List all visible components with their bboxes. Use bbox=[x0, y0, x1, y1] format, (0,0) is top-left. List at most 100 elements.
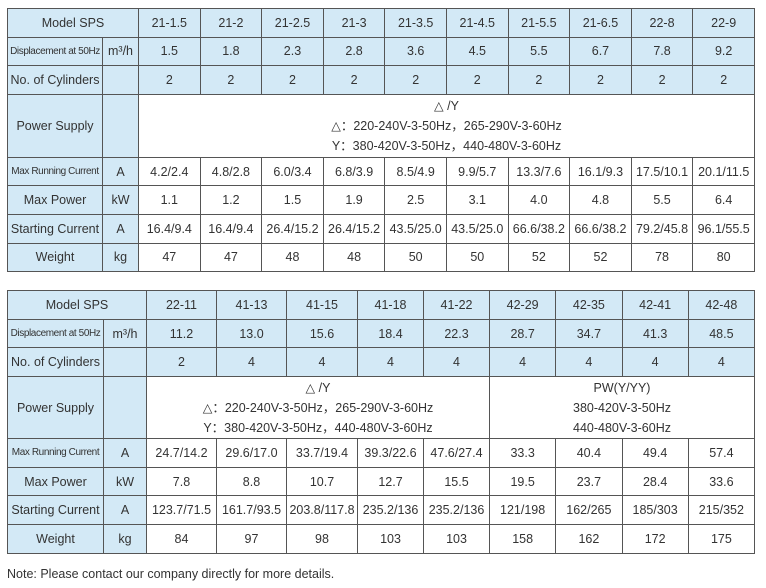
row-max_power: Max Power kW 1.1 1.2 1.5 1.9 2.5 3.1 4.0 4.8 5.5 6.… bbox=[7, 185, 755, 215]
value-cell: 66.6/38.2 bbox=[507, 213, 571, 244]
row-starting_current: Starting Current A 16.4/9.4 16.4/9.4 26.4/15… bbox=[7, 213, 755, 244]
value-cell: 172 bbox=[621, 524, 689, 554]
value-cell: 2 bbox=[507, 65, 571, 95]
value-cell: 2.8 bbox=[322, 36, 386, 67]
value-cell: 2.3 bbox=[261, 36, 324, 67]
value-cell: 158 bbox=[488, 524, 557, 554]
row-label: No. of Cylinders bbox=[7, 347, 104, 378]
unit-label: A bbox=[102, 156, 139, 187]
power-supply-cell: △ /Y △：220-240V-3-50Hz，265-290V-3-60Hz Y：3… bbox=[138, 93, 755, 158]
value-cell: 79.2/45.8 bbox=[630, 213, 694, 244]
value-cell: 50 bbox=[384, 242, 447, 273]
value-cell: 52 bbox=[507, 242, 571, 273]
value-cell: 96.1/55.5 bbox=[692, 213, 755, 244]
spec-table-2: Model SPS 22-11 41-13 41-15 41-18 41-22 42-29 4… bbox=[7, 290, 756, 554]
value-cell: 21-2 bbox=[199, 8, 263, 38]
value-cell: 15.5 bbox=[423, 466, 490, 497]
row-power_supply: Power Supply △ /Y △：220-240V-3-50Hz，265-29… bbox=[7, 93, 755, 158]
row-label: Starting Current bbox=[7, 495, 104, 526]
row-label: Weight bbox=[7, 242, 103, 273]
value-cell: 103 bbox=[357, 524, 424, 554]
unit-label: kg bbox=[103, 524, 147, 554]
value-cell: 235.2/136 bbox=[423, 495, 490, 526]
row-label: Model SPS bbox=[7, 290, 147, 320]
value-cell: 2 bbox=[384, 65, 447, 95]
value-cell: 2 bbox=[569, 65, 632, 95]
row-starting_current: Starting Current A 123.7/71.5 161.7/93.5 203… bbox=[7, 495, 756, 526]
value-cell: 4.8/2.8 bbox=[199, 156, 263, 187]
power-supply-line: Y：380-420V-3-50Hz，440-480V-3-60Hz bbox=[203, 420, 433, 435]
unit-label bbox=[102, 93, 139, 158]
value-cell: 42-29 bbox=[488, 290, 557, 320]
value-cell: 4.0 bbox=[507, 185, 571, 215]
value-cell: 22-8 bbox=[630, 8, 694, 38]
value-cell: 28.7 bbox=[488, 318, 557, 349]
row-label: Displacement at 50Hz bbox=[7, 318, 104, 349]
value-cell: 11.2 bbox=[146, 318, 217, 349]
value-cell: 41-15 bbox=[286, 290, 358, 320]
value-cell: 40.4 bbox=[555, 438, 623, 468]
row-weight: Weight kg 47 47 48 48 50 50 52 52 78 80 bbox=[7, 242, 755, 273]
value-cell: 39.3/22.6 bbox=[357, 438, 424, 468]
value-cell: 19.5 bbox=[488, 466, 557, 497]
value-cell: 66.6/38.2 bbox=[569, 213, 632, 244]
value-cell: 2.5 bbox=[384, 185, 447, 215]
power-supply-line: Y：380-420V-3-50Hz，440-480V-3-60Hz bbox=[331, 138, 562, 153]
value-cell: 41-22 bbox=[423, 290, 490, 320]
value-cell: 123.7/71.5 bbox=[146, 495, 217, 526]
value-cell: 6.4 bbox=[692, 185, 755, 215]
row-cylinders: No. of Cylinders 2 4 4 4 4 4 4 4 4 bbox=[7, 347, 756, 378]
value-cell: 17.5/10.1 bbox=[630, 156, 694, 187]
value-cell: 7.8 bbox=[146, 466, 217, 497]
value-cell: 162/265 bbox=[555, 495, 623, 526]
value-cell: 16.4/9.4 bbox=[199, 213, 263, 244]
spec-table-1: Model SPS 21-1.5 21-2 21-2.5 21-3 21-3.5 21-4.… bbox=[7, 8, 755, 273]
value-cell: 97 bbox=[216, 524, 287, 554]
row-label: Model SPS bbox=[7, 8, 139, 38]
value-cell: 4 bbox=[687, 347, 756, 378]
value-cell: 21-3.5 bbox=[384, 8, 447, 38]
value-cell: 5.5 bbox=[630, 185, 694, 215]
value-cell: 23.7 bbox=[555, 466, 623, 497]
value-cell: 13.3/7.6 bbox=[507, 156, 571, 187]
value-cell: 215/352 bbox=[687, 495, 756, 526]
value-cell: 2 bbox=[445, 65, 509, 95]
value-cell: 3.6 bbox=[384, 36, 447, 67]
value-cell: 42-48 bbox=[687, 290, 756, 320]
value-cell: 13.0 bbox=[216, 318, 287, 349]
value-cell: 6.8/3.9 bbox=[322, 156, 386, 187]
unit-label: m³/h bbox=[102, 36, 139, 67]
value-cell: 21-4.5 bbox=[445, 8, 509, 38]
row-weight: Weight kg 84 97 98 103 103 158 162 172 175 bbox=[7, 524, 756, 554]
value-cell: 26.4/15.2 bbox=[322, 213, 386, 244]
row-model: Model SPS 22-11 41-13 41-15 41-18 41-22 42-29 4… bbox=[7, 290, 756, 320]
value-cell: 43.5/25.0 bbox=[445, 213, 509, 244]
value-cell: 78 bbox=[630, 242, 694, 273]
value-cell: 2 bbox=[199, 65, 263, 95]
value-cell: 2 bbox=[692, 65, 755, 95]
value-cell: 1.9 bbox=[322, 185, 386, 215]
value-cell: 235.2/136 bbox=[357, 495, 424, 526]
value-cell: 18.4 bbox=[357, 318, 424, 349]
unit-label: kg bbox=[102, 242, 139, 273]
value-cell: 4 bbox=[357, 347, 424, 378]
value-cell: 4.2/2.4 bbox=[138, 156, 201, 187]
value-cell: 29.6/17.0 bbox=[216, 438, 287, 468]
value-cell: 4 bbox=[488, 347, 557, 378]
power-supply-line: PW(Y/YY) bbox=[593, 380, 651, 395]
value-cell: 41-13 bbox=[216, 290, 287, 320]
value-cell: 4 bbox=[286, 347, 358, 378]
unit-label: kW bbox=[103, 466, 147, 497]
value-cell: 33.7/19.4 bbox=[286, 438, 358, 468]
value-cell: 6.0/3.4 bbox=[261, 156, 324, 187]
row-power_supply: Power Supply △ /Y △：220-240V-3-50Hz，265-29… bbox=[7, 376, 755, 440]
value-cell: 8.8 bbox=[216, 466, 287, 497]
value-cell: 21-3 bbox=[322, 8, 386, 38]
value-cell: 2 bbox=[630, 65, 694, 95]
value-cell: 22.3 bbox=[423, 318, 490, 349]
value-cell: 43.5/25.0 bbox=[384, 213, 447, 244]
value-cell: 33.6 bbox=[687, 466, 756, 497]
row-label: Displacement at 50Hz bbox=[7, 36, 103, 67]
value-cell: 1.5 bbox=[261, 185, 324, 215]
row-displacement: Displacement at 50Hz m³/h 11.2 13.0 15.6 18.4… bbox=[7, 318, 756, 349]
